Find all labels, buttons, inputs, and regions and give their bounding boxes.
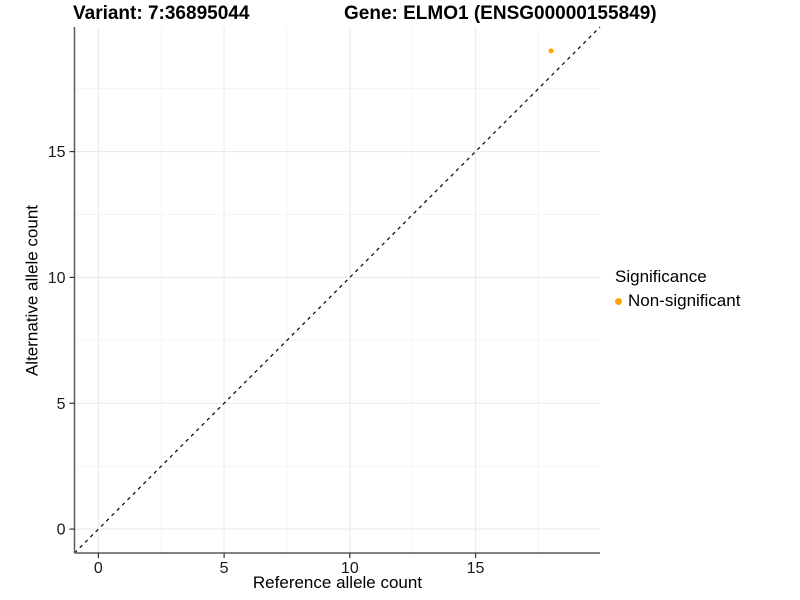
x-axis-title: Reference allele count	[252, 573, 423, 592]
y-axis-title: Alternative allele count	[22, 204, 42, 377]
identity-reference-line	[74, 26, 601, 554]
y-tick-label: 15	[48, 144, 66, 161]
legend: Significance Non-significant	[615, 267, 740, 311]
x-tick-label: 0	[94, 560, 103, 577]
y-tick-label: 5	[57, 396, 66, 413]
x-tick-label: 10	[341, 560, 359, 577]
plot-title-gene: Gene: ELMO1 (ENSG00000155849)	[344, 3, 657, 24]
legend-item-label: Non-significant	[628, 291, 741, 310]
y-tick-label: 10	[48, 270, 66, 287]
legend-item-non-significant: Non-significant	[615, 291, 740, 311]
x-tick-label: 15	[467, 560, 485, 577]
y-tick-label: 0	[57, 522, 66, 539]
plot-title-variant: Variant: 7:36895044	[73, 3, 250, 24]
legend-point-icon	[615, 297, 622, 305]
x-tick-label: 5	[220, 560, 229, 577]
data-point	[548, 48, 554, 54]
legend-title: Significance	[615, 267, 707, 286]
